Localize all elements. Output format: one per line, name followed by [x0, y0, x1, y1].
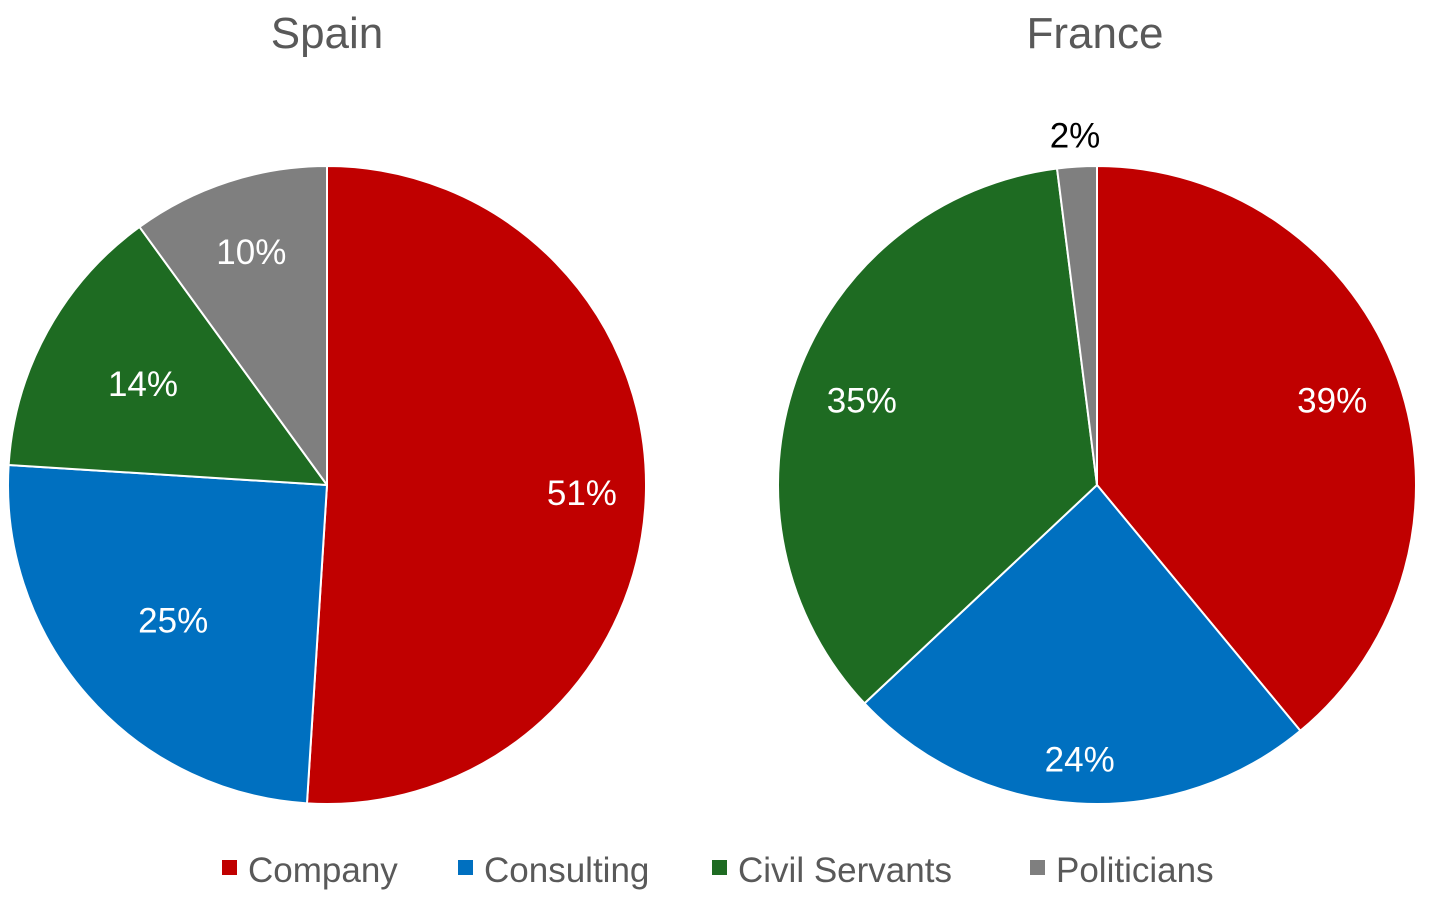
france-slice-politicians — [1056, 165, 1098, 486]
france-slice-civil-servants — [777, 167, 1098, 705]
legend: Company Consulting Civil Servants Politi… — [222, 851, 1214, 890]
france-label-company: 39% — [1297, 381, 1367, 420]
legend-swatch-politicians — [1030, 860, 1045, 875]
legend-label-consulting: Consulting — [484, 851, 649, 890]
france-pie-chart: France 39% 24% 35% 2% — [777, 9, 1417, 805]
spain-pie-chart: Spain 51% 25% 14% 10% — [7, 9, 647, 805]
spain-slice-politicians — [138, 165, 328, 486]
spain-label-civil-servants: 14% — [108, 365, 178, 404]
legend-label-politicians: Politicians — [1056, 851, 1214, 890]
france-pie-slices: 39% 24% 35% 2% — [777, 117, 1417, 805]
legend-swatch-company — [222, 860, 237, 875]
legend-item-company: Company — [222, 851, 398, 890]
spain-label-consulting: 25% — [138, 602, 208, 641]
france-label-civil-servants: 35% — [827, 381, 897, 420]
legend-item-consulting: Consulting — [458, 851, 649, 890]
legend-item-civil-servants: Civil Servants — [712, 851, 952, 890]
legend-label-civil-servants: Civil Servants — [738, 851, 952, 890]
france-slice-consulting — [863, 484, 1302, 805]
spain-chart-title: Spain — [271, 9, 384, 58]
france-slice-company — [1096, 165, 1417, 732]
legend-label-company: Company — [248, 851, 398, 890]
spain-label-politicians: 10% — [216, 233, 286, 272]
france-label-consulting: 24% — [1045, 741, 1115, 780]
legend-swatch-consulting — [458, 860, 473, 875]
spain-pie-slices: 51% 25% 14% 10% — [7, 165, 647, 805]
legend-swatch-civil-servants — [712, 860, 727, 875]
spain-label-company: 51% — [547, 474, 617, 513]
france-chart-title: France — [1027, 9, 1164, 58]
legend-item-politicians: Politicians — [1030, 851, 1214, 890]
spain-slice-company — [305, 165, 647, 805]
france-label-politicians: 2% — [1050, 117, 1101, 156]
spain-slice-civil-servants — [7, 225, 328, 486]
spain-slice-consulting — [7, 463, 328, 805]
